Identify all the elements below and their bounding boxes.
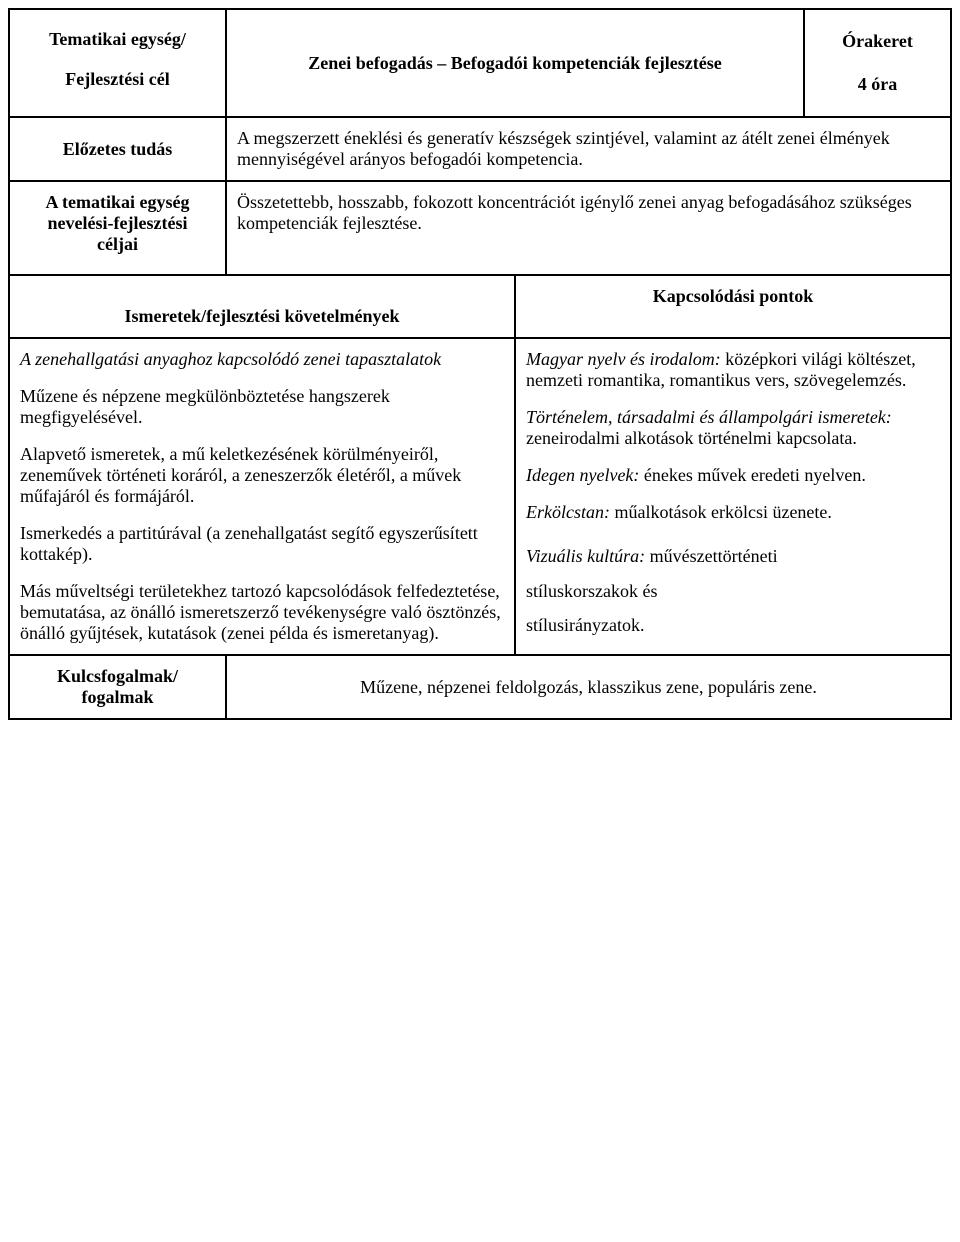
elozetes-text: A megszerzett éneklési és generatív kész… [237, 128, 890, 169]
header-center-cell: Zenei befogadás – Befogadói kompetenciák… [226, 9, 804, 117]
tematikai-row: A tematikai egység nevelési-fejlesztési … [9, 181, 951, 275]
elozetes-label-cell: Előzetes tudás [9, 117, 226, 181]
connection-1-label: Magyar nyelv és irodalom: [526, 349, 721, 369]
content-p4: Ismerkedés a partitúrával (a zenehallgat… [20, 523, 504, 565]
content-p3b: zeneművek [20, 465, 102, 485]
header-left-cell: Tematikai egység/ Fejlesztési cél [9, 9, 226, 117]
ismeretek-header-row: Ismeretek/fejlesztési követelmények Kapc… [9, 275, 951, 338]
connection-5-text-l3: stílusirányzatok. [526, 608, 940, 642]
connection-2: Történelem, társadalmi és állampolgári i… [526, 407, 940, 449]
kulcs-text: Műzene, népzenei feldolgozás, klasszikus… [360, 677, 817, 697]
header-right-line2: 4 óra [858, 74, 898, 94]
connection-3: Idegen nyelvek: énekes művek eredeti nye… [526, 465, 940, 486]
connection-3-text: énekes művek eredeti nyelven. [639, 465, 865, 485]
kulcs-label-cell: Kulcsfogalmak/ fogalmak [9, 655, 226, 719]
content-p3a: Alapvető ismeretek, a mű keletkezésének … [20, 444, 438, 464]
kulcs-text-cell: Műzene, népzenei feldolgozás, klasszikus… [226, 655, 951, 719]
connection-2-text: zeneirodalmi alkotások történelmi kapcso… [526, 428, 857, 448]
ismeretek-header-left-cell: Ismeretek/fejlesztési követelmények [9, 275, 515, 338]
content-p1: A zenehallgatási anyaghoz kapcsolódó zen… [20, 349, 504, 370]
connection-5-text-l1: művészettörténeti [645, 546, 777, 566]
header-left-line1: Tematikai egység/ [49, 29, 186, 49]
content-p2: Műzene és népzene megkülönböztetése hang… [20, 386, 504, 428]
content-right-cell: Magyar nyelv és irodalom: középkori vilá… [515, 338, 951, 655]
tematikai-text: Összetettebb, hosszabb, fokozott koncent… [237, 192, 912, 233]
connection-5-text-l2: stíluskorszakok és [526, 574, 940, 608]
header-row: Tematikai egység/ Fejlesztési cél Zenei … [9, 9, 951, 117]
ismeretek-header-right-cell: Kapcsolódási pontok [515, 275, 951, 338]
connection-3-label: Idegen nyelvek: [526, 465, 639, 485]
kulcs-row: Kulcsfogalmak/ fogalmak Műzene, népzenei… [9, 655, 951, 719]
elozetes-row: Előzetes tudás A megszerzett éneklési és… [9, 117, 951, 181]
header-right-line1: Órakeret [842, 31, 913, 51]
kulcs-label-line1: Kulcsfogalmak/ [57, 666, 178, 686]
connection-5-label: Vizuális kultúra: [526, 546, 645, 566]
content-left-cell: A zenehallgatási anyaghoz kapcsolódó zen… [9, 338, 515, 655]
content-p5: Más műveltségi területekhez tartozó kapc… [20, 581, 504, 644]
ismeretek-header-right: Kapcsolódási pontok [653, 286, 814, 306]
elozetes-text-cell: A megszerzett éneklési és generatív kész… [226, 117, 951, 181]
content-p3: Alapvető ismeretek, a mű keletkezésének … [20, 444, 504, 507]
kulcs-label-line2: fogalmak [82, 687, 154, 707]
connection-4: Erkölcstan: műalkotások erkölcsi üzenete… [526, 502, 940, 523]
connection-4-text: műalkotások erkölcsi üzenete. [610, 502, 832, 522]
connection-4-label: Erkölcstan: [526, 502, 610, 522]
header-left-line2: Fejlesztési cél [65, 69, 169, 89]
document-table: Tematikai egység/ Fejlesztési cél Zenei … [8, 8, 952, 720]
tematikai-label-line3: céljai [97, 234, 138, 254]
tematikai-label-line2: nevelési-fejlesztési [48, 213, 188, 233]
content-row: A zenehallgatási anyaghoz kapcsolódó zen… [9, 338, 951, 655]
ismeretek-header-left: Ismeretek/fejlesztési követelmények [124, 306, 399, 326]
tematikai-label-line1: A tematikai egység [46, 192, 190, 212]
connection-1: Magyar nyelv és irodalom: középkori vilá… [526, 349, 940, 391]
tematikai-label-cell: A tematikai egység nevelési-fejlesztési … [9, 181, 226, 275]
connection-2-label: Történelem, társadalmi és állampolgári i… [526, 407, 892, 427]
header-center-text: Zenei befogadás – Befogadói kompetenciák… [308, 53, 721, 73]
connection-5: Vizuális kultúra: művészettörténeti stíl… [526, 539, 940, 642]
header-right-cell: Órakeret 4 óra [804, 9, 951, 117]
elozetes-label: Előzetes tudás [63, 139, 173, 159]
tematikai-text-cell: Összetettebb, hosszabb, fokozott koncent… [226, 181, 951, 275]
